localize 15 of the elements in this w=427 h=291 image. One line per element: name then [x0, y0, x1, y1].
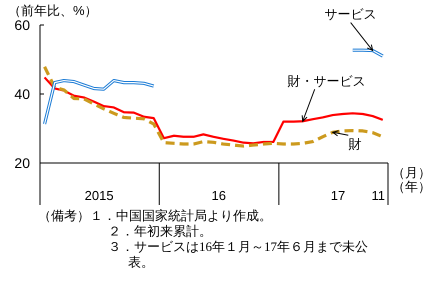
y-tick-label: 20 — [14, 155, 30, 171]
y-axis-title: （前年比、%） — [8, 3, 98, 18]
x-tick-label: 16 — [212, 188, 226, 203]
series-label: 財 — [348, 136, 362, 152]
x-tick-label: 17 — [330, 188, 346, 203]
text: （備考）１．中国国家統計局より作成。 — [38, 208, 272, 223]
y-tick-label: 60 — [14, 17, 30, 33]
y-tick-label: 40 — [14, 86, 30, 102]
text: ２．年初来累計。 — [108, 224, 212, 238]
x-tick-label: 11 — [372, 188, 385, 203]
series-label: 財・サービス — [288, 73, 366, 88]
text: ３．サービスは16年１月～17年６月まで未公表。 — [108, 239, 368, 270]
x-axis-title: （月）（年） — [392, 165, 427, 194]
x-tick-label: 2015 — [84, 188, 114, 203]
text: サービス — [324, 6, 377, 22]
